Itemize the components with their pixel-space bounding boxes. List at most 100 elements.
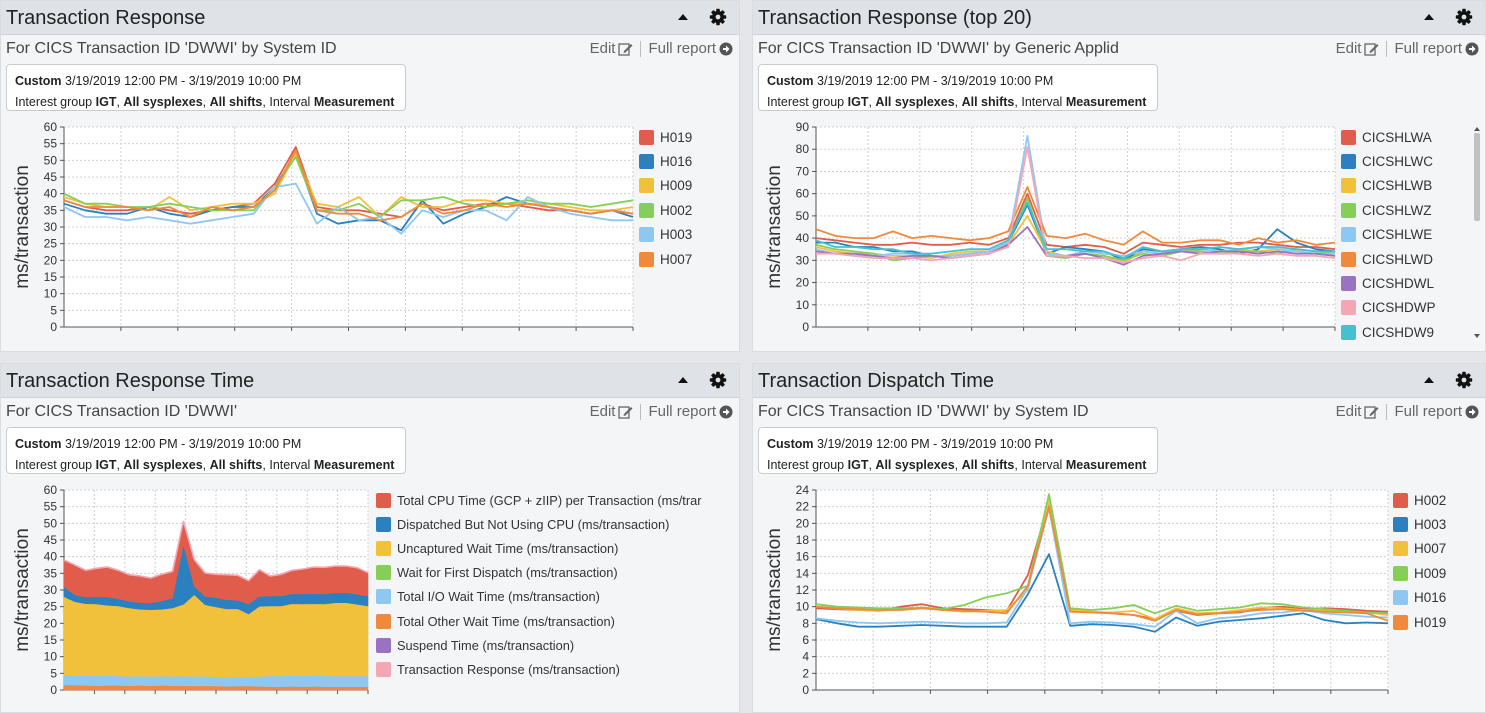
full-report-label: Full report [648, 403, 716, 420]
filter-info-box: Custom 3/19/2019 12:00 PM - 3/19/2019 10… [6, 64, 406, 111]
y-tick-label: 50 [44, 516, 58, 530]
shifts-value: All shifts [209, 458, 263, 472]
legend-item[interactable]: Uncaptured Wait Time (ms/transaction) [376, 536, 701, 560]
panel-actions: Edit Full report [590, 40, 733, 57]
legend-item[interactable]: CICSHLWB [1341, 174, 1436, 198]
date-range-line: Custom 3/19/2019 12:00 PM - 3/19/2019 10… [15, 71, 397, 92]
edit-link[interactable]: Edit [590, 40, 634, 57]
y-tick-label: 15 [44, 270, 58, 284]
gear-icon[interactable] [1455, 8, 1473, 26]
interest-group-value: IGT [847, 95, 869, 109]
legend-swatch [639, 129, 654, 145]
legend-item[interactable]: CICSHLWC [1341, 149, 1436, 173]
legend-item[interactable]: H007 [1393, 537, 1446, 561]
arrow-right-circle-icon [1465, 42, 1479, 55]
edit-link[interactable]: Edit [1336, 403, 1380, 420]
date-range-line: Custom 3/19/2019 12:00 PM - 3/19/2019 10… [767, 71, 1149, 92]
legend-item[interactable]: H009 [1393, 561, 1446, 585]
gear-icon[interactable] [709, 8, 727, 26]
sysplex-value: All sysplexes [875, 458, 955, 472]
legend-scrollbar[interactable] [1472, 125, 1482, 341]
legend-item[interactable]: CICSHLWD [1341, 247, 1436, 271]
edit-link[interactable]: Edit [590, 403, 634, 420]
legend-item[interactable]: H009 [639, 174, 692, 198]
legend-item[interactable]: CICSHDW9 [1341, 320, 1436, 344]
legend-item[interactable]: H003 [639, 223, 692, 247]
panel-subtitle: For CICS Transaction ID 'DWWI' by Generi… [758, 40, 1119, 57]
y-tick-label: 90 [796, 120, 810, 134]
series-line [815, 186, 1336, 246]
legend-swatch [376, 589, 391, 605]
legend-item[interactable]: H016 [639, 149, 692, 173]
legend-item[interactable]: H019 [639, 125, 692, 149]
collapse-up-icon[interactable] [675, 372, 691, 388]
arrow-right-circle-icon [1465, 405, 1479, 418]
legend-item[interactable]: H002 [1393, 488, 1446, 512]
legend-item[interactable]: Total CPU Time (GCP + zIIP) per Transact… [376, 488, 701, 512]
legend-label: CICSHLWZ [1362, 202, 1432, 218]
y-tick-label: 55 [44, 500, 58, 514]
legend-item[interactable]: Wait for First Dispatch (ms/transaction) [376, 561, 701, 585]
legend-item[interactable]: Dispatched But Not Using CPU (ms/transac… [376, 512, 701, 536]
legend-swatch [1341, 251, 1356, 267]
legend-swatch [1393, 517, 1408, 533]
series-line [815, 505, 1389, 622]
legend-item[interactable]: Suspend Time (ms/transaction) [376, 633, 701, 657]
collapse-up-icon[interactable] [1421, 9, 1437, 25]
gear-icon[interactable] [709, 371, 727, 389]
triangle-up-shape [678, 377, 688, 383]
collapse-up-icon[interactable] [675, 9, 691, 25]
y-tick-label: 10 [44, 650, 58, 664]
sysplex-value: All sysplexes [875, 95, 955, 109]
edit-link[interactable]: Edit [1336, 40, 1380, 57]
panel-header: Transaction Response Time [1, 364, 739, 398]
collapse-up-icon[interactable] [1421, 372, 1437, 388]
y-tick-label: 70 [796, 164, 810, 178]
legend-item[interactable]: H007 [639, 247, 692, 271]
full-report-label: Full report [1394, 403, 1462, 420]
y-tick-label: 12 [796, 583, 810, 597]
panel-actions: Edit Full report [1336, 403, 1479, 420]
chart-legend: CICSHLWA CICSHLWC CICSHLWB CICSHLWZ CICSHLWE… [1341, 125, 1436, 345]
legend-label: Suspend Time (ms/transaction) [397, 637, 575, 653]
legend-label: Total Other Wait Time (ms/transaction) [397, 613, 615, 629]
legend-item[interactable]: CICSHLWA [1341, 125, 1436, 149]
shifts-value: All shifts [961, 95, 1015, 109]
legend-swatch [1341, 202, 1356, 218]
shifts-value: All shifts [961, 458, 1015, 472]
custom-label: Custom [15, 74, 62, 88]
shifts-value: All shifts [209, 95, 263, 109]
y-tick-label: 0 [802, 683, 809, 697]
legend-item[interactable]: CICSHDWL [1341, 271, 1436, 295]
full-report-link[interactable]: Full report [648, 40, 733, 57]
full-report-link[interactable]: Full report [1394, 403, 1479, 420]
legend-item[interactable]: Total I/O Wait Time (ms/transaction) [376, 585, 701, 609]
legend-item[interactable]: H019 [1393, 610, 1446, 634]
y-tick-label: 10 [796, 298, 810, 312]
legend-item[interactable]: Transaction Response (ms/transaction) [376, 657, 701, 681]
y-tick-label: 60 [44, 483, 58, 497]
panel-header: Transaction Response [1, 1, 739, 35]
legend-label: H009 [660, 178, 693, 194]
y-tick-label: 40 [796, 231, 810, 245]
filter-line: Interest group IGT, All sysplexes, All s… [767, 458, 1147, 472]
legend-item[interactable]: CICSHLWZ [1341, 198, 1436, 222]
full-report-link[interactable]: Full report [1394, 40, 1479, 57]
full-report-link[interactable]: Full report [648, 403, 733, 420]
legend-label: CICSHLWE [1362, 227, 1433, 243]
gear-icon[interactable] [1455, 371, 1473, 389]
edit-label: Edit [1335, 40, 1362, 57]
legend-item[interactable]: H003 [1393, 512, 1446, 536]
chart-legend: H019 H016 H009 H002 H003 H007 [639, 125, 692, 271]
interval-label: Interval [1021, 458, 1063, 472]
legend-item[interactable]: H016 [1393, 586, 1446, 610]
legend-item[interactable]: CICSHLWE [1341, 223, 1436, 247]
legend-item[interactable]: Total Other Wait Time (ms/transaction) [376, 609, 701, 633]
legend-label: H003 [1414, 517, 1447, 533]
legend-item[interactable]: CICSHDWP [1341, 296, 1436, 320]
legend-swatch [376, 661, 391, 677]
interest-group-value: IGT [847, 458, 869, 472]
legend-item[interactable]: H002 [639, 198, 692, 222]
series-line [815, 192, 1336, 255]
